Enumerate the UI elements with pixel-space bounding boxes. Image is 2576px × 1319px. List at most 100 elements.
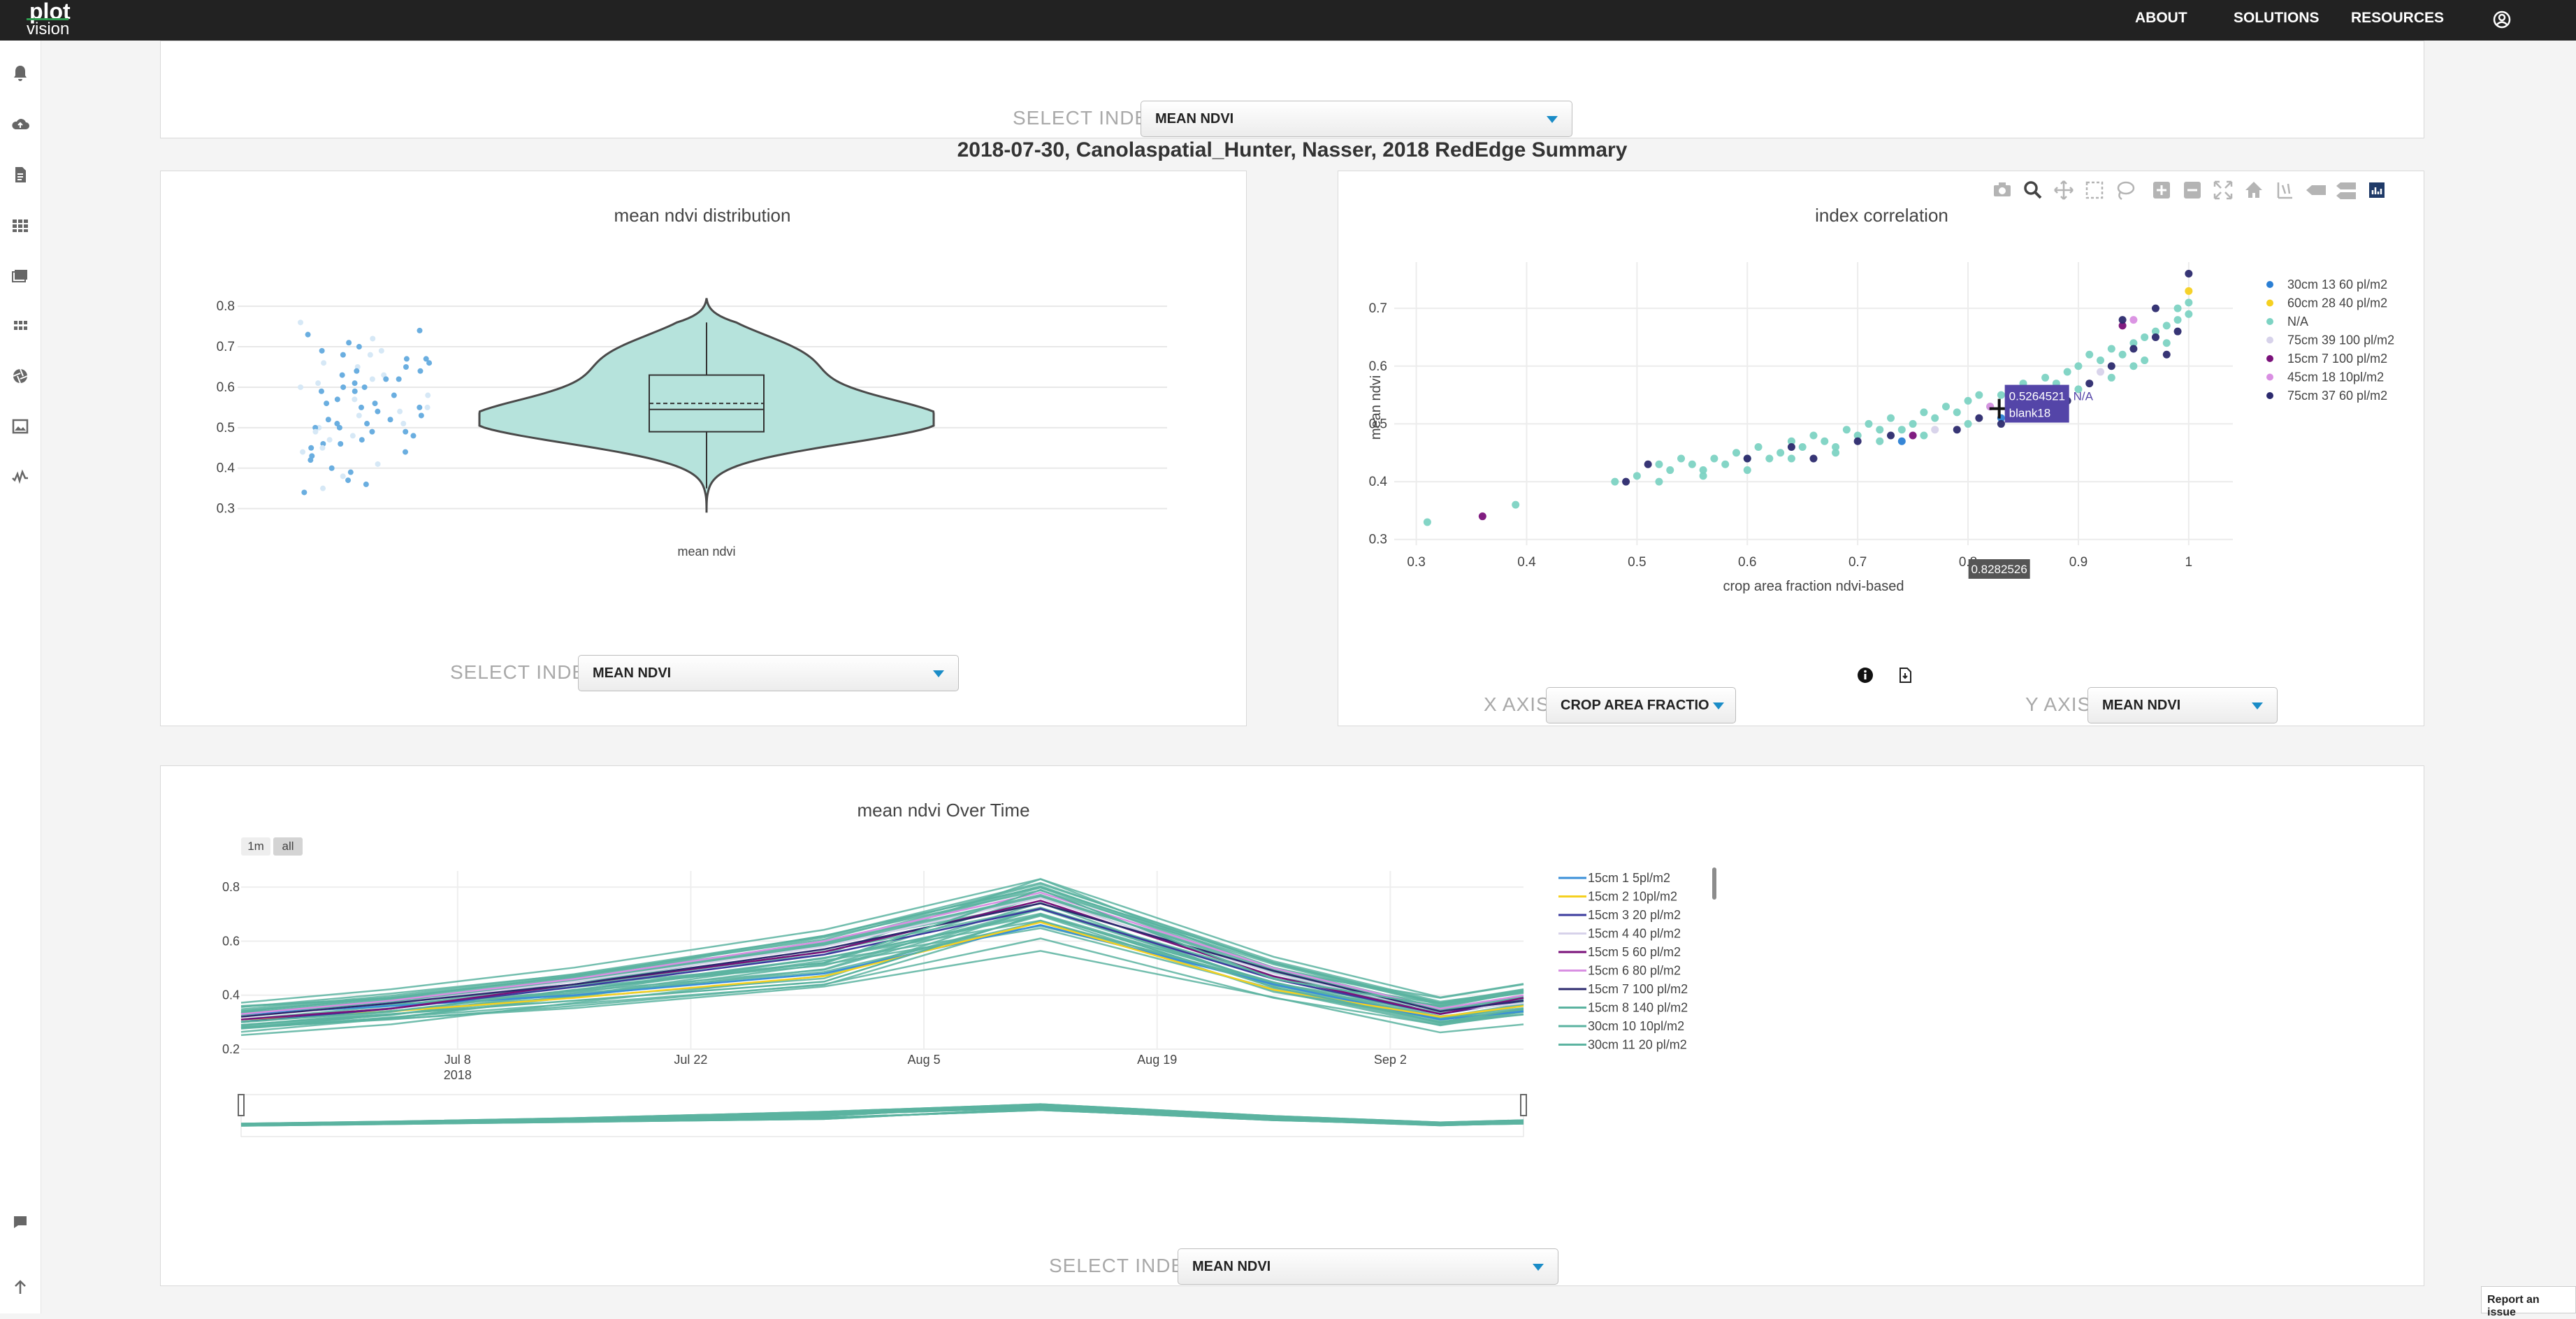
hover-compare-icon[interactable] — [2334, 178, 2358, 202]
grid-icon[interactable] — [10, 215, 30, 235]
y-tick-label: 0.5 — [1369, 417, 1387, 431]
autoscale-icon[interactable] — [2211, 178, 2235, 202]
report-issue-button[interactable]: Report an issue — [2481, 1286, 2576, 1318]
scatter-point — [2097, 356, 2105, 365]
scatter-point — [2141, 356, 2149, 365]
scatter-point — [1920, 408, 1928, 417]
logo-underline — [27, 18, 68, 20]
legend-marker — [2266, 336, 2273, 344]
timeseries-select-index-dropdown[interactable]: MEAN NDVI — [1178, 1248, 1558, 1285]
scatter-point — [1897, 437, 1906, 445]
bell-icon[interactable] — [10, 63, 30, 82]
gallery-icon[interactable] — [10, 417, 30, 436]
scatter-point — [1699, 466, 1707, 475]
zoom-in-icon[interactable] — [2150, 178, 2173, 202]
scatter-point — [2097, 368, 2105, 376]
home-icon[interactable] — [2242, 178, 2266, 202]
cloud-upload-icon[interactable] — [10, 115, 30, 134]
scatter-point — [1975, 391, 1983, 399]
pan-icon[interactable] — [2052, 178, 2076, 202]
distribution-point — [349, 433, 356, 439]
distribution-point — [308, 445, 314, 451]
scatter-point — [2185, 270, 2193, 278]
scatter-point — [1887, 431, 1895, 440]
plotvision-logo[interactable]: plot vision — [27, 0, 71, 41]
legend-label: 15cm 7 100 pl/m2 — [1588, 982, 1688, 996]
x-tick-label: 0.9 — [2069, 555, 2087, 570]
distribution-point — [346, 340, 352, 346]
scatter-point — [1909, 431, 1917, 440]
y-axis-dropdown[interactable]: MEAN NDVI — [2087, 687, 2278, 723]
scatter-point — [1655, 477, 1663, 486]
nav-link-about[interactable]: ABOUT — [2135, 10, 2187, 26]
apps-icon[interactable] — [10, 316, 30, 336]
document-icon[interactable] — [10, 165, 30, 185]
range-button-1m[interactable]: 1m — [241, 837, 270, 856]
distribution-point — [298, 319, 303, 326]
top-select-index-value: MEAN NDVI — [1155, 111, 1234, 127]
violin-chart[interactable]: 0.8 0.7 0.6 0.5 0.4 0.3 mean ndvi — [161, 171, 1246, 726]
scatter-chart[interactable]: 0.3 0.4 0.5 0.6 0.7 0.8 0.9 10.70.60.50.40.3cro… — [1338, 171, 2424, 726]
scatter-point — [1688, 460, 1696, 468]
chevron-down-icon — [1533, 1264, 1544, 1271]
distribution-point — [326, 437, 333, 443]
zoom-out-icon[interactable] — [2180, 178, 2204, 202]
distribution-point — [369, 428, 375, 435]
plotly-logo-icon[interactable] — [2365, 178, 2389, 202]
comment-icon[interactable] — [10, 1212, 30, 1232]
camera-icon[interactable] — [1990, 178, 2014, 202]
y-axis-label: Y AXIS — [2025, 693, 2092, 715]
images-icon[interactable] — [10, 266, 30, 285]
scatter-point — [1721, 460, 1730, 468]
hover-closest-icon[interactable] — [2303, 178, 2327, 202]
scatter-point — [1975, 414, 1983, 422]
lasso-icon[interactable] — [2113, 178, 2137, 202]
distribution-point — [359, 437, 365, 443]
x-axis-dropdown[interactable]: CROP AREA FRACTIO — [1546, 687, 1736, 723]
box-select-icon[interactable] — [2083, 178, 2106, 202]
chart-check-icon[interactable] — [10, 467, 30, 486]
scatter-point — [1677, 454, 1686, 463]
y-tick-label: 0.5 — [217, 421, 235, 435]
distribution-point — [410, 433, 417, 439]
export-icon[interactable] — [1896, 666, 1914, 684]
left-sidebar — [0, 41, 41, 1313]
tooltip-name: blank18 — [2009, 407, 2051, 420]
series-line-background — [240, 919, 1524, 1030]
aperture-icon[interactable] — [10, 366, 30, 386]
nav-link-solutions[interactable]: SOLUTIONS — [2234, 10, 2320, 26]
nav-link-resources[interactable]: RESOURCES — [2351, 10, 2445, 26]
info-icon[interactable] — [1856, 666, 1874, 684]
timeseries-select-index-label: SELECT INDEX — [1049, 1255, 1199, 1276]
zoom-icon[interactable] — [2021, 178, 2045, 202]
distribution-point — [359, 404, 365, 410]
scatter-point — [1931, 426, 1939, 434]
scatter-point — [1821, 437, 1829, 445]
distribution-point — [403, 449, 409, 455]
scatter-point — [1743, 454, 1751, 463]
legend-label: 15cm 4 40 pl/m2 — [1588, 927, 1681, 941]
distribution-point — [356, 412, 362, 419]
y-tick-label: 0.7 — [217, 340, 235, 354]
distribution-point — [372, 401, 378, 407]
distribution-point — [325, 417, 331, 423]
distribution-point — [369, 376, 375, 382]
timeseries-chart-title: mean ndvi Over Time — [857, 800, 1030, 821]
distribution-point — [319, 445, 326, 451]
distribution-select-index-dropdown[interactable]: MEAN NDVI — [578, 655, 959, 691]
x-tick-label: 0.5 — [1628, 555, 1646, 570]
y-axis-value: MEAN NDVI — [2102, 698, 2181, 713]
x-axis-value: CROP AREA FRACTIO — [1561, 698, 1709, 713]
scatter-point — [1842, 426, 1851, 434]
chevron-down-icon — [2252, 702, 2263, 709]
legend-label: 15cm 5 60 pl/m2 — [1588, 945, 1681, 959]
arrow-up-icon[interactable] — [10, 1278, 30, 1297]
scatter-point — [1798, 442, 1807, 451]
scatter-point — [1699, 472, 1707, 480]
user-account-icon[interactable] — [2492, 10, 2512, 29]
spike-lines-icon[interactable] — [2273, 178, 2296, 202]
top-select-index-dropdown[interactable]: MEAN NDVI — [1141, 101, 1572, 137]
range-button-all[interactable]: all — [273, 837, 303, 856]
x-tick-label: 1 — [2185, 555, 2193, 570]
